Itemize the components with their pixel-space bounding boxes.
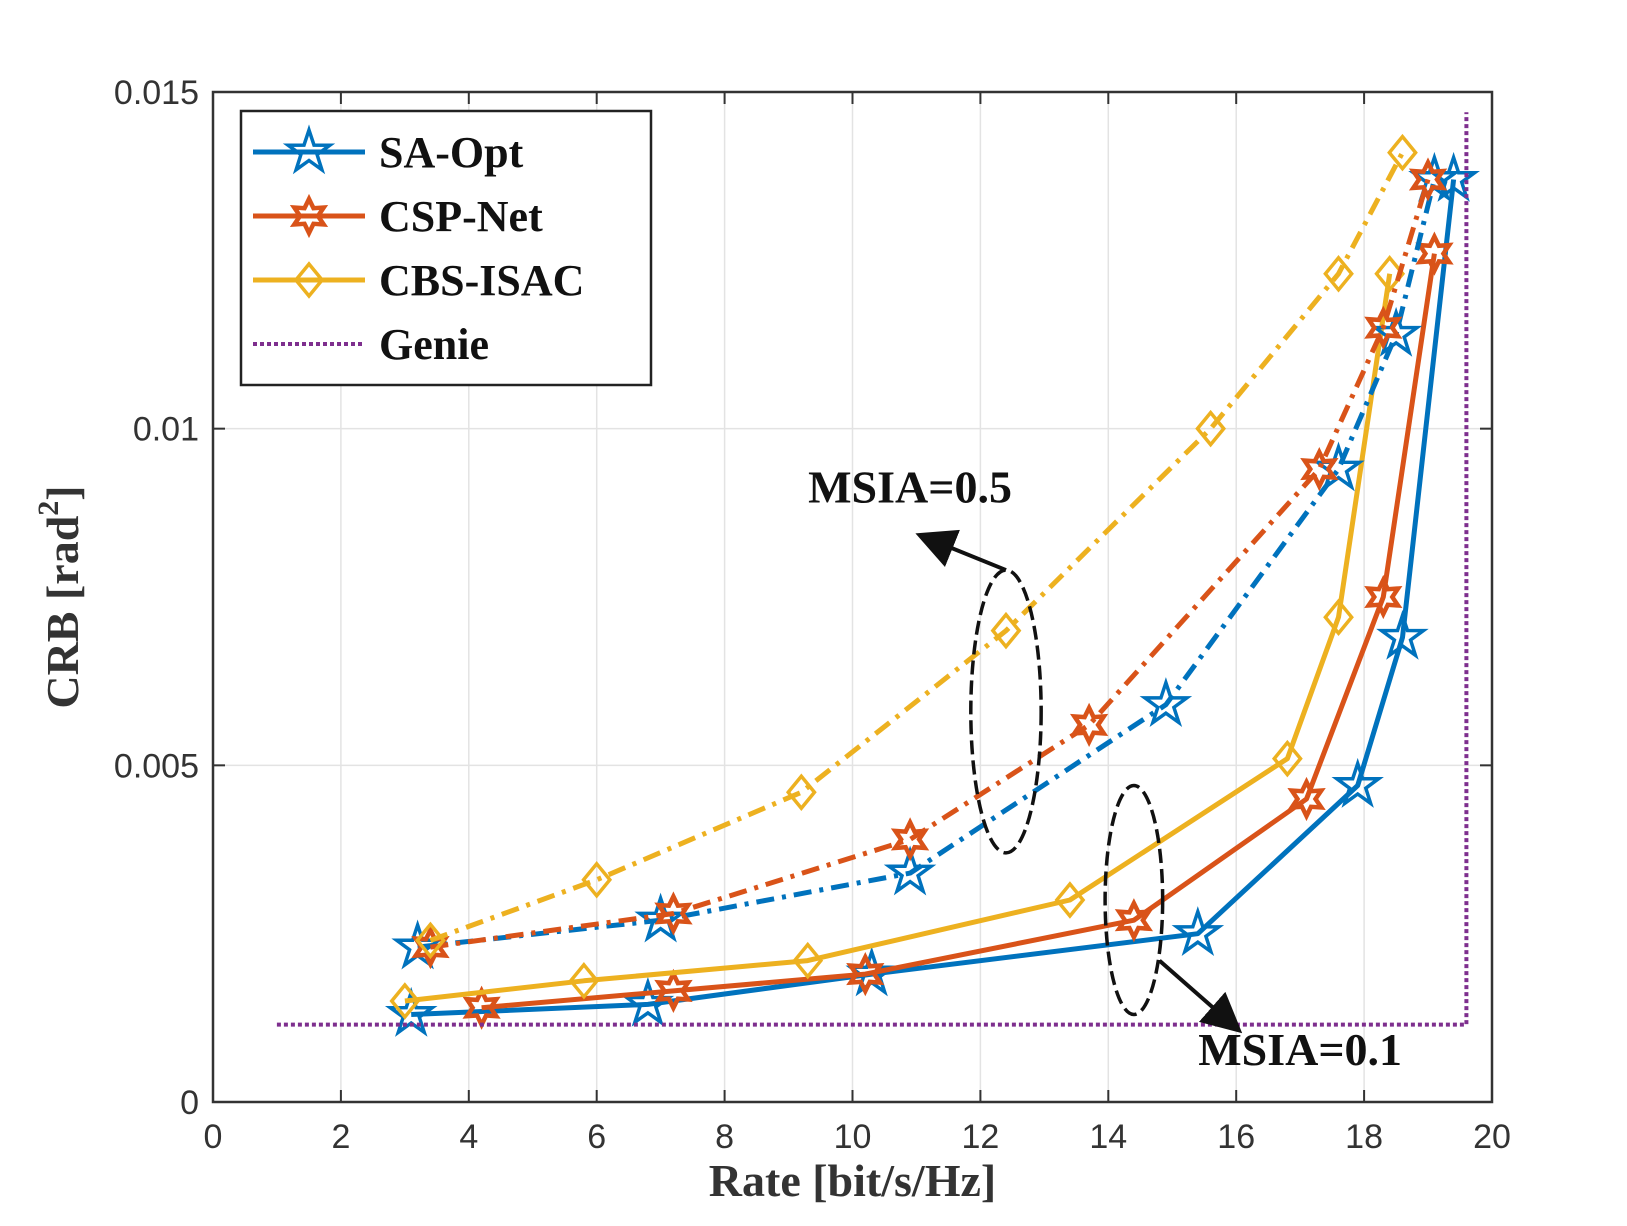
marker-cbs-isac-msia-0-5 [1195,409,1227,448]
series-layer [276,112,1480,1037]
annotation-msia-0-1: MSIA=0.1 [1103,783,1402,1075]
x-tick-label: 10 [834,1118,872,1156]
marker-csp-net-msia-0-5 [411,924,450,970]
marker-sa-opt-msia-0-5 [883,845,937,896]
y-axis-label-superscript: 2 [32,501,65,516]
series-line-cbs-isac-msia-0-1 [404,273,1393,1004]
annotation-label-msia-0-1: MSIA=0.1 [1198,1024,1402,1075]
x-tick-label: 8 [715,1118,734,1156]
x-tick-label: 18 [1345,1118,1383,1156]
series-cbs-isac-msia-0-5 [415,133,1418,960]
legend-marker-sa-opt [282,124,336,175]
legend-item-genie: Genie [253,320,489,369]
marker-cbs-isac-msia-0-1 [568,962,600,1000]
marker-csp-net-msia-0-5 [1408,157,1448,202]
annotation-msia-0-5: MSIA=0.5 [808,462,1043,855]
marker-sa-opt-msia-0-1 [1331,757,1384,808]
legend-item-sa-opt: SA-Opt [253,124,524,177]
legend-item-csp-net: CSP-Net [253,192,543,241]
series-line-csp-net-msia-0-1 [481,253,1437,1011]
annotation-layer: MSIA=0.5 MSIA=0.1 [808,462,1402,1075]
marker-cbs-isac-msia-0-5 [415,921,446,960]
marker-cbs-isac-msia-0-1 [1271,739,1303,778]
series-csp-net-msia-0-1 [462,231,1454,1030]
marker-sa-opt-msia-0-1 [1171,906,1225,957]
marker-csp-net-msia-0-1 [654,968,693,1014]
marker-sa-opt-msia-0-1 [1376,609,1429,660]
marker-cbs-isac-msia-0-1 [1323,598,1354,636]
y-tick-label: 0.015 [114,74,199,112]
legend: SA-Opt CSP-Net CBS-ISAC Genie [239,109,653,387]
x-tick-label: 2 [331,1118,350,1156]
marker-sa-opt-msia-0-5 [634,892,687,943]
y-tick-label: 0 [180,1084,199,1122]
y-axis-label: CRB [rad2] [32,485,88,708]
marker-csp-net-msia-0-5 [1069,702,1109,748]
marker-csp-net-msia-0-5 [890,817,930,862]
legend-label-cbs-isac: CBS-ISAC [379,256,584,305]
legend-marker-csp-net [289,193,329,239]
marker-cbs-isac-msia-0-1 [1374,255,1406,293]
x-axis-label: Rate [bit/s/Hz] [709,1155,996,1206]
marker-cbs-isac-msia-0-5 [1387,133,1418,172]
series-csp-net-msia-0-5 [411,157,1448,970]
legend-item-cbs-isac: CBS-ISAC [253,256,584,305]
marker-csp-net-msia-0-5 [1300,446,1339,492]
marker-csp-net-msia-0-1 [1364,574,1403,620]
marker-csp-net-msia-0-5 [1364,305,1403,350]
x-tick-label: 12 [961,1118,999,1156]
series-line-sa-opt-msia-0-1 [411,179,1457,1017]
marker-csp-net-msia-0-1 [1114,898,1154,943]
annotation-label-msia-0-5: MSIA=0.5 [808,462,1012,513]
marker-sa-opt-msia-0-5 [1369,306,1423,357]
legend-label-genie: Genie [379,320,489,369]
legend-label-sa-opt: SA-Opt [379,128,524,177]
annotation-arrow-msia-0-1 [1158,959,1243,1034]
marker-cbs-isac-msia-0-5 [990,611,1022,650]
legend-marker-cbs-isac [293,261,325,299]
marker-csp-net-msia-0-1 [846,951,885,997]
marker-csp-net-msia-0-5 [654,891,693,936]
marker-cbs-isac-msia-0-1 [1054,881,1086,919]
marker-cbs-isac-msia-0-5 [1323,255,1354,293]
series-line-cbs-isac-msia-0-5 [429,151,1405,943]
y-axis-label-main: CRB [rad [37,515,88,708]
tick-layer: 0 2 4 6 8 10 12 14 16 18 20 0 0.005 0.01 0.015 [114,74,1511,1156]
x-tick-label: 6 [587,1118,606,1156]
y-tick-label: 0.01 [133,411,199,449]
annotation-arrow-msia-0-5 [915,529,1007,572]
y-axis-label-end: ] [37,485,88,500]
annotation-ellipse-msia-0-5 [969,568,1043,855]
x-tick-label: 20 [1473,1118,1511,1156]
legend-label-csp-net: CSP-Net [379,192,543,241]
annotation-ellipse-msia-0-1 [1103,783,1165,1017]
marker-csp-net-msia-0-1 [1287,776,1326,822]
marker-cbs-isac-msia-0-1 [792,941,824,980]
x-tick-label: 16 [1217,1118,1255,1156]
series-line-csp-net-msia-0-5 [430,178,1431,950]
legend-box [239,109,653,387]
marker-cbs-isac-msia-0-5 [581,861,613,899]
x-tick-label: 0 [204,1118,223,1156]
y-tick-label: 0.005 [114,747,199,785]
marker-cbs-isac-msia-0-5 [785,773,817,812]
x-tick-label: 4 [459,1118,478,1156]
x-tick-label: 14 [1089,1118,1127,1156]
series-cbs-isac-msia-0-1 [389,255,1406,1020]
marker-cbs-isac-msia-0-1 [389,982,421,1020]
marker-sa-opt-msia-0-5 [1139,677,1193,728]
